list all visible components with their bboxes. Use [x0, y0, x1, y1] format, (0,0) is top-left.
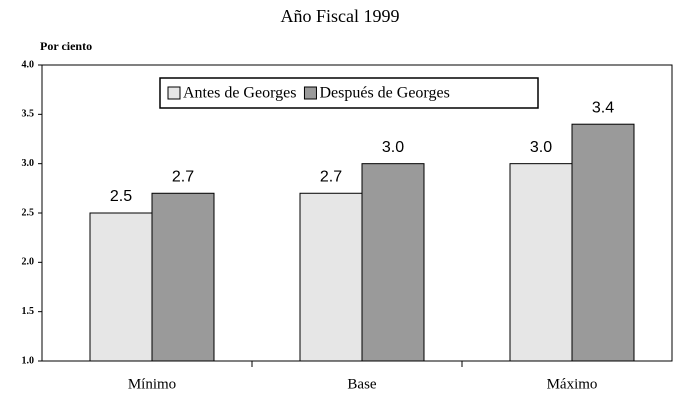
- legend-label: Después de Georges: [319, 85, 449, 102]
- bar: [509, 163, 573, 362]
- value-label: 3.0: [530, 139, 552, 156]
- value-label: 2.7: [172, 168, 194, 185]
- y-tick-label: 2.5: [22, 207, 35, 218]
- bar: [151, 192, 215, 362]
- y-tick-label: 1.5: [22, 306, 35, 317]
- bar: [571, 123, 635, 362]
- value-label: 3.0: [382, 139, 404, 156]
- value-label: 2.5: [110, 188, 132, 205]
- bar: [89, 212, 153, 362]
- legend-swatch: [167, 86, 181, 100]
- chart-title: Año Fiscal 1999: [281, 6, 400, 26]
- x-tick-label: Mínimo: [128, 376, 176, 392]
- y-tick-label: 1.0: [22, 355, 35, 366]
- legend-box: [159, 77, 539, 109]
- y-tick-label: 3.5: [22, 109, 35, 120]
- legend-swatch: [303, 86, 317, 100]
- y-tick-label: 4.0: [22, 59, 35, 70]
- x-tick-label: Base: [347, 376, 377, 392]
- value-label: 2.7: [320, 168, 342, 185]
- y-tick-label: 3.0: [22, 158, 35, 169]
- bar: [299, 192, 363, 362]
- y-tick-label: 2.0: [22, 257, 35, 268]
- value-label: 3.4: [592, 99, 614, 116]
- x-tick-label: Máximo: [547, 376, 598, 392]
- bar: [361, 163, 425, 362]
- legend-label: Antes de Georges: [183, 85, 296, 102]
- y-axis-label: Por ciento: [40, 39, 92, 53]
